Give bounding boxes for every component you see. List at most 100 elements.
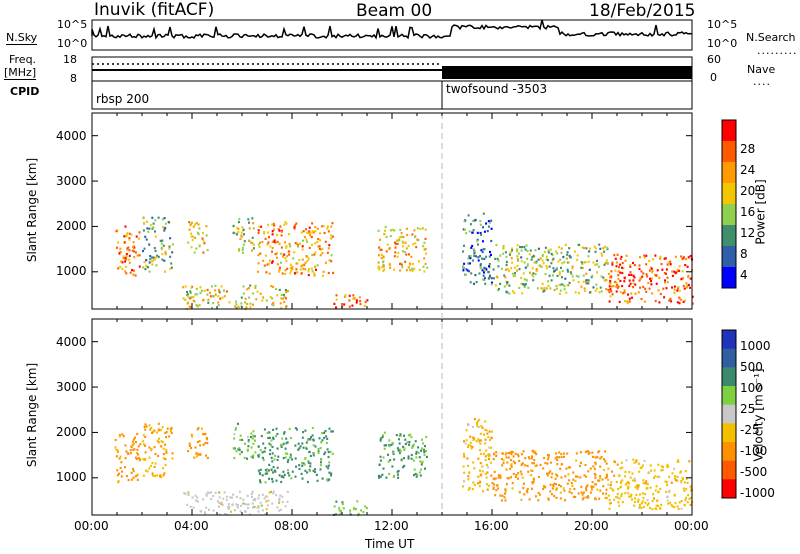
range-cell [290, 269, 293, 272]
range-cell [195, 499, 198, 502]
range-cell [377, 229, 380, 232]
range-cell [233, 456, 236, 460]
range-cell [382, 467, 385, 470]
range-cell [488, 225, 490, 228]
range-cell [495, 489, 498, 492]
range-cell [629, 271, 632, 274]
range-cell [563, 285, 566, 288]
range-cell [582, 491, 585, 494]
range-cell [314, 242, 317, 245]
range-cell [250, 492, 253, 495]
range-cell [502, 246, 505, 249]
range-cell [301, 245, 304, 248]
range-cell [161, 246, 164, 249]
range-cell [124, 444, 127, 447]
range-cell [139, 443, 142, 446]
range-cell [133, 448, 136, 451]
range-cell [669, 263, 672, 266]
range-cell [630, 493, 633, 496]
range-cell [244, 503, 247, 506]
range-cell [493, 470, 496, 473]
nsky-trace [91, 19, 693, 40]
range-cell [655, 504, 658, 507]
range-cell [562, 283, 565, 286]
range-cell [263, 428, 266, 431]
range-cell [632, 274, 635, 277]
range-cell [598, 497, 601, 500]
range-cell [233, 305, 236, 308]
nsky-tick-top: 10^5 [57, 18, 88, 31]
range-cell [161, 239, 164, 242]
range-cell [136, 478, 139, 481]
power-colorbar [721, 119, 737, 289]
range-cell [129, 452, 132, 455]
range-cell [289, 263, 292, 266]
range-cell [650, 283, 653, 286]
range-cell [272, 228, 275, 231]
range-cell [685, 488, 688, 491]
range-cell [268, 236, 270, 239]
range-cell [380, 266, 383, 269]
range-cell [246, 302, 249, 305]
range-cell [552, 483, 555, 487]
range-cell [163, 217, 166, 220]
range-cell [535, 453, 538, 456]
range-cell [151, 461, 154, 465]
range-cell [217, 301, 220, 304]
range-cell [242, 285, 245, 288]
range-cell [678, 265, 681, 268]
range-cell [278, 270, 280, 273]
range-cell [489, 250, 491, 254]
range-cell [623, 289, 626, 292]
range-cell [487, 220, 490, 223]
range-cell [680, 481, 683, 484]
range-cell [407, 457, 410, 460]
range-cell [485, 255, 488, 258]
range-cell [261, 241, 264, 244]
range-cell [467, 488, 470, 491]
power-ytick-3000: 3000 [56, 174, 87, 188]
range-cell [319, 232, 321, 235]
range-cell [687, 283, 690, 287]
range-cell [222, 497, 225, 500]
range-cell [164, 222, 167, 225]
range-cell [309, 470, 311, 473]
range-cell [547, 251, 550, 254]
range-cell [531, 256, 534, 259]
range-cell [134, 274, 137, 277]
range-cell [549, 461, 552, 464]
range-cell [134, 436, 136, 439]
range-cell [531, 481, 534, 484]
range-cell [487, 453, 490, 456]
range-cell [125, 233, 128, 236]
range-cell [135, 457, 138, 460]
range-cell [467, 444, 470, 447]
range-cell [655, 507, 658, 511]
range-cell [169, 237, 172, 240]
range-cell [507, 477, 510, 480]
range-cell [424, 445, 426, 448]
range-cell [195, 247, 198, 250]
range-cell [585, 247, 588, 250]
range-cell [557, 260, 560, 263]
range-cell [137, 457, 140, 460]
range-cell [220, 285, 223, 288]
range-cell [400, 235, 403, 238]
power-ytick-1000: 1000 [56, 264, 87, 278]
range-cell [191, 235, 194, 238]
range-cell [497, 474, 500, 477]
range-cell [212, 509, 215, 512]
range-cell [296, 428, 298, 431]
range-cell [518, 459, 521, 463]
range-cell [580, 485, 583, 488]
range-cell [261, 456, 264, 459]
range-cell [671, 505, 674, 508]
range-cell [121, 267, 124, 270]
range-cell [624, 492, 627, 495]
range-cell [418, 268, 421, 271]
range-cell [479, 263, 482, 266]
range-cell [142, 458, 145, 461]
range-cell [529, 271, 531, 274]
range-cell [280, 252, 283, 255]
range-cell [323, 431, 326, 434]
